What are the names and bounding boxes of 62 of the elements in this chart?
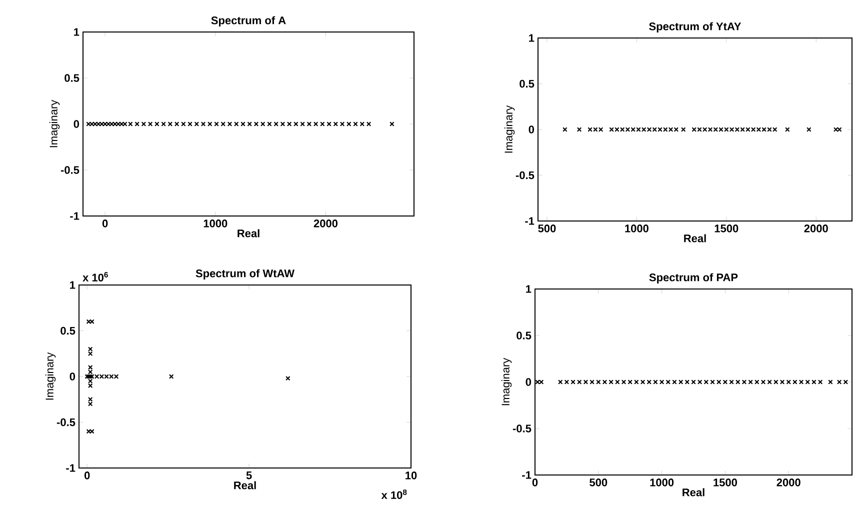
x-tick-label: 1000 — [650, 478, 674, 486]
point — [86, 319, 92, 324]
y-tick-label: 1 — [70, 281, 76, 289]
y-axis-title: Imaginary — [49, 100, 60, 148]
point — [88, 346, 93, 352]
chart-title: Spectrum of YtAY — [649, 22, 742, 32]
x-tick-label: 2000 — [776, 478, 800, 486]
y-tick-label: 0.5 — [520, 80, 534, 88]
x-tick-label: 5 — [246, 472, 252, 480]
y-tick-label: -1 — [66, 464, 76, 472]
point — [88, 383, 93, 388]
y-tick-label: -0.5 — [512, 424, 532, 432]
x-axis-title: Real — [682, 488, 704, 496]
point — [88, 364, 93, 370]
x-axis-title: Real — [238, 229, 260, 238]
y-axis-title: Imaginary — [45, 352, 56, 400]
point — [88, 351, 93, 356]
x-axis-title: Real — [684, 234, 706, 242]
y-tick-label: 0 — [528, 126, 534, 134]
point — [168, 374, 174, 379]
y-tick-label: 1 — [529, 34, 534, 42]
y-tick-label: 0.5 — [516, 332, 532, 340]
x-tick-label: 1500 — [714, 478, 737, 486]
text: x 10$^{8}$ — [381, 490, 407, 499]
y-tick-label: -1 — [70, 212, 80, 220]
y-tick-label: 0 — [526, 378, 532, 386]
y-tick-label: -0.5 — [516, 171, 534, 180]
y-tick-label: -1 — [522, 471, 532, 479]
point — [88, 402, 93, 406]
point — [86, 429, 92, 434]
chart-title: Spectrum of WtAW — [196, 269, 294, 280]
x-axis-title: Real — [234, 481, 256, 490]
point — [90, 429, 94, 434]
chart-title: Spectrum of PAP — [649, 273, 738, 284]
y-tick-label: 0.5 — [64, 74, 80, 82]
point — [88, 396, 93, 402]
point — [88, 370, 93, 374]
point — [90, 319, 94, 324]
y-tick-label: 0.5 — [60, 326, 76, 335]
y-tick-label: -0.5 — [60, 166, 80, 174]
y-tick-label: 0 — [70, 372, 76, 380]
point — [286, 376, 290, 381]
y-tick-label: 1 — [74, 28, 80, 36]
y-tick-label: 1 — [526, 285, 532, 293]
y-axis-title: Imaginary — [501, 358, 512, 406]
chart-title: Spectrum of A — [211, 16, 286, 26]
x-tick-label: 500 — [538, 224, 556, 232]
y-tick-label: 0 — [74, 120, 80, 128]
point — [88, 378, 93, 384]
text: x 10$^{6}$ — [82, 272, 108, 282]
x-tick-label: 0 — [102, 220, 108, 228]
x-tick-label: 2000 — [314, 220, 338, 228]
x-tick-label: 0 — [84, 472, 90, 480]
x-tick-label: 10 — [406, 472, 417, 480]
x-tick-label: 1000 — [625, 224, 648, 232]
y-tick-label: -0.5 — [56, 418, 76, 426]
y-axis-title: Imaginary — [504, 105, 515, 153]
x-tick-label: 2000 — [804, 224, 828, 232]
x-tick-label: 1500 — [714, 224, 738, 232]
y-tick-label: -1 — [525, 217, 534, 225]
x-tick-label: 1000 — [204, 220, 228, 228]
x-tick-label: 500 — [590, 478, 608, 486]
